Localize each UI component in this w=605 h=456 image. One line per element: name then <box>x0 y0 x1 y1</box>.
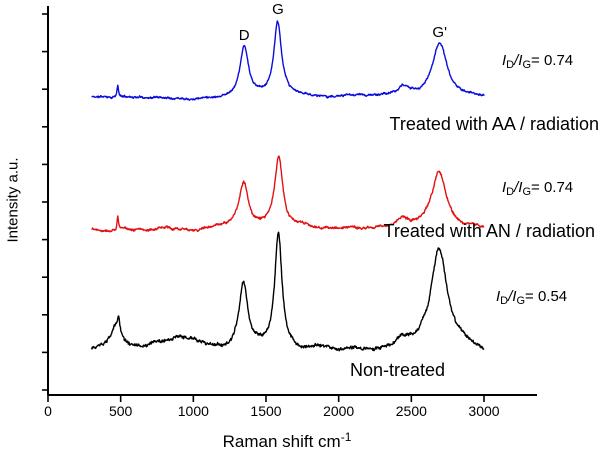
spectrum-line-0 <box>91 20 485 101</box>
x-tick-label: 2500 <box>396 403 427 419</box>
ratio-value: = 0.54 <box>525 288 568 305</box>
ratio-i2: /I <box>514 179 523 196</box>
series-label-an: Treated with AN / radiation <box>383 221 595 241</box>
x-tick-label: 500 <box>109 403 133 419</box>
ratio-label-non-treated: ID/IG= 0.54 <box>496 288 567 307</box>
y-axis-label: Intensity a.u. <box>4 157 22 243</box>
ratio-i1: I <box>502 179 507 196</box>
x-tick-label: 3000 <box>468 403 499 419</box>
spectrum-line-1 <box>91 155 485 233</box>
ratio-label-aa: ID/IG= 0.74 <box>502 52 573 71</box>
ratio-i1: I <box>502 52 507 69</box>
peak-label-g: G <box>272 1 284 18</box>
x-tick-label: 1000 <box>178 403 209 419</box>
ratio-sub-d: D <box>506 186 515 198</box>
ratio-i1: I <box>496 288 501 305</box>
ratio-label-an: ID/IG= 0.74 <box>502 179 573 198</box>
ratio-i2: /I <box>514 52 523 69</box>
x-tick-label: 2000 <box>323 403 354 419</box>
ratio-sub-g: G <box>522 186 532 198</box>
x-axis-label-exponent: -1 <box>340 430 352 444</box>
x-tick-label: 0 <box>44 403 52 419</box>
peak-label-g-prime: G' <box>432 24 447 41</box>
x-tick-label: 1500 <box>250 403 281 419</box>
ratio-sub-g: G <box>522 59 532 71</box>
x-axis-label-text: Raman shift cm <box>222 432 341 451</box>
series-label-non-treated: Non-treated <box>350 360 446 380</box>
ratio-sub-d: D <box>500 295 509 307</box>
spectrum-line-2 <box>90 231 485 352</box>
ratio-sub-g: G <box>516 295 526 307</box>
ratio-value: = 0.74 <box>531 179 574 196</box>
x-axis-label: Raman shift cm-1 <box>172 430 402 452</box>
ratio-i2: /I <box>508 288 517 305</box>
ratio-value: = 0.74 <box>531 52 574 69</box>
peak-label-d: D <box>238 27 250 44</box>
ratio-sub-d: D <box>506 59 515 71</box>
series-label-aa: Treated with AA / radiation <box>389 114 599 134</box>
